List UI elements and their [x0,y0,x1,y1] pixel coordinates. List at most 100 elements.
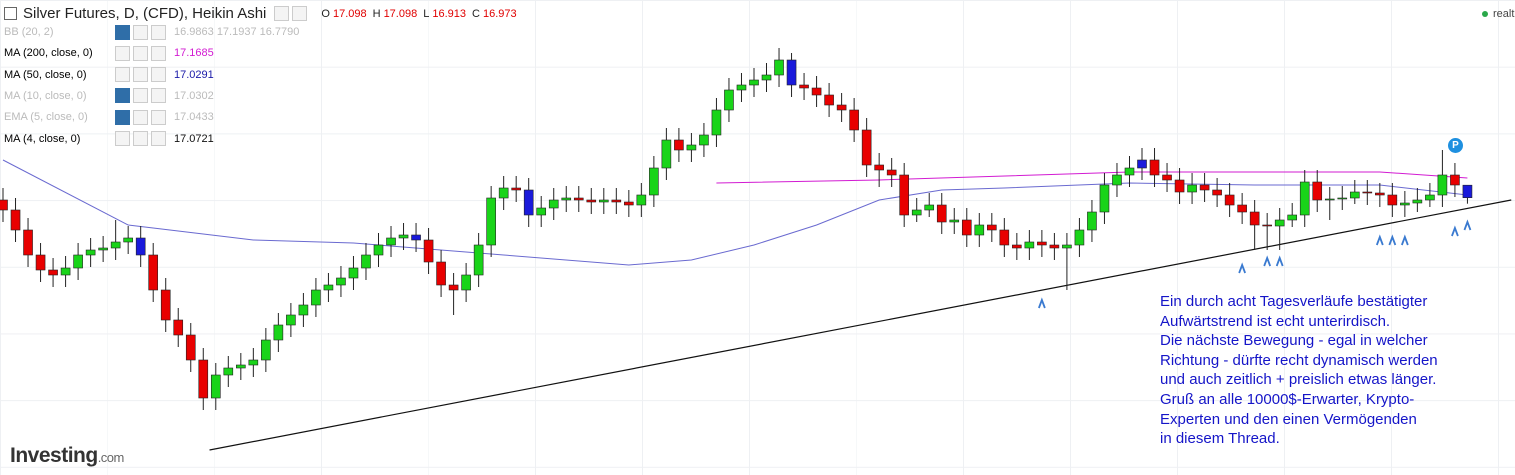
logo-suffix: .com [97,450,125,465]
candle-body [85,249,96,256]
candle-body [1462,184,1473,198]
candle-body [185,334,196,361]
candle-body [148,254,159,291]
candle-body [236,364,246,369]
candle-body [1112,174,1122,186]
candle-body [1174,179,1185,193]
candle-body [949,219,960,223]
candle-body [448,284,459,291]
candle-body [1249,211,1260,226]
legend-icon[interactable] [133,131,148,146]
candle-body [548,199,559,209]
legend-row: MA (10, close, 0) 17.0302 [4,88,214,104]
candle-body [336,277,346,286]
close-icon[interactable] [292,6,308,21]
legend-value: 17.0721 [174,132,214,145]
settings-icon[interactable] [274,6,290,21]
annotation: Ein durch acht Tagesverläufe bestätigter… [1160,292,1438,449]
candle-body [10,209,21,231]
legend-label: BB (20, 2) [4,26,54,38]
legend-icon[interactable] [115,88,130,104]
legend-icon[interactable] [115,45,130,61]
candle-body [987,224,997,231]
arrow-marker [1275,255,1284,267]
annotation-line: Richtung - dürfte recht dynamisch werden [1160,351,1438,369]
candle-body [586,199,597,203]
candle-body [686,144,697,151]
candle-body [624,201,634,206]
candle-body [1149,159,1160,176]
candle-body [60,267,71,276]
legend-icon[interactable] [133,24,148,40]
ohlc-key: L [423,7,430,20]
candle-body [248,359,259,366]
legend-label: MA (50, close, 0) [4,68,87,81]
candle-body [198,359,209,399]
candle-body [23,229,33,256]
candle-body [286,314,296,326]
candle-body [323,284,334,291]
legend-value: 17.0302 [174,89,214,102]
badge[interactable]: P [1448,138,1463,153]
arrow-marker [1451,225,1459,237]
annotation-line: Die nächste Bewegung - egal in welcher [1160,332,1428,350]
legend-icon[interactable] [151,45,166,61]
candle-body [1400,202,1410,206]
legend-icon[interactable] [115,24,130,40]
legend-icon[interactable] [151,88,166,104]
legend-icon[interactable] [115,67,130,83]
candle-body [598,199,609,203]
candle-body [348,267,359,279]
legend-label: MA (4, close, 0) [4,132,81,145]
candle-body [135,237,146,256]
candle-body [1124,167,1135,176]
candle-body [724,89,734,111]
annotation-line: und auch zeitlich + preislich etwas läng… [1160,371,1437,389]
candle-body [1099,184,1110,213]
candle-body [210,374,221,399]
legend-icon[interactable] [115,109,130,125]
candle-body [1224,194,1235,206]
candle-body [674,139,684,151]
legend-icon[interactable] [133,67,148,83]
legend-icon[interactable] [133,45,148,61]
candle-body [48,269,58,276]
candle-body [1162,174,1172,181]
candle-body [911,209,922,216]
arrow-marker [1238,262,1246,274]
legend-icon[interactable] [133,88,148,104]
moving-average [2,159,1468,266]
candle-body [874,164,884,171]
ohlc-values: O 17.098 H 17.098 L 16.913 C 16.973 [315,8,516,20]
legend-icon[interactable] [151,109,166,125]
legend-icon[interactable] [115,131,130,146]
ohlc-value: 16.973 [482,7,517,20]
legend-row: EMA (5, close, 0) 17.0433 [4,109,214,125]
candle-body [699,134,709,146]
arrow-marker [1388,234,1397,246]
collapse-icon[interactable] [4,7,17,20]
candle-body [1187,184,1197,193]
legend-icon[interactable] [151,131,166,146]
legend-icon[interactable] [133,109,148,125]
candle-body [73,254,83,269]
legend-icon[interactable] [151,24,166,40]
legend-label: MA (10, close, 0) [4,89,87,102]
candle-body [1274,219,1285,227]
candle-body [536,207,547,216]
candle-body [436,261,446,286]
candle-body [799,84,809,89]
candle-body [1299,181,1310,216]
candle-body [373,244,384,256]
ohlc-value: 17.098 [332,7,367,20]
candle-body [1324,198,1335,201]
candle-body [411,234,421,241]
candle-body [298,304,309,316]
candle-body [1437,174,1448,196]
legend-icon[interactable] [151,67,166,83]
candle-body [1137,159,1147,169]
candle-body [961,219,972,236]
legend-label: MA (200, close, 0) [4,47,93,60]
realtime-status: realt [1482,8,1514,20]
candle-body [924,204,935,211]
